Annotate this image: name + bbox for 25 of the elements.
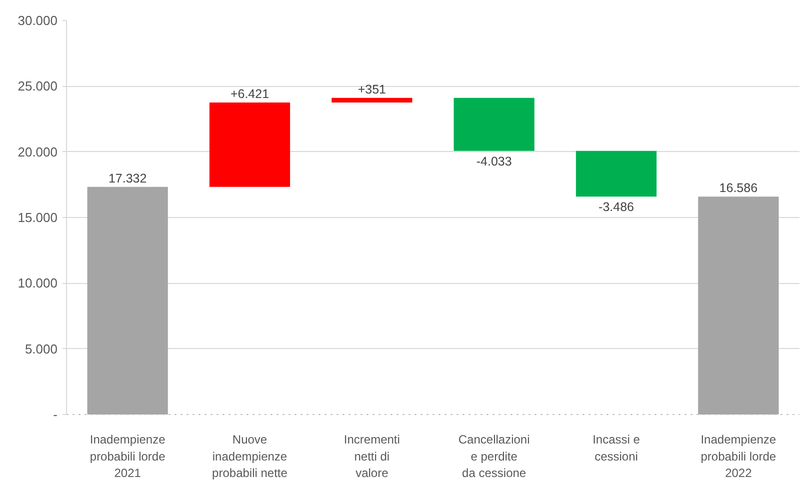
x-tick-label: Cancellazioni e perdite da cessione — [458, 432, 530, 480]
data-label: +351 — [358, 82, 386, 96]
data-label: -3.486 — [598, 200, 634, 214]
bar — [454, 98, 534, 151]
x-tick-label: Inadempienze probabili lorde 2022 — [700, 432, 776, 480]
y-tick-label: 5.000 — [24, 341, 58, 356]
y-tick-label: 10.000 — [18, 276, 58, 291]
x-tick-label: Incassi e cessioni — [592, 432, 640, 464]
bar — [698, 196, 779, 414]
bar — [576, 150, 657, 197]
x-tick-label: Inadempienze probabili lorde 2021 — [90, 432, 166, 480]
y-tick-label: 20.000 — [18, 144, 58, 160]
y-tick-label: 25.000 — [18, 78, 58, 94]
y-tick-label: 30.000 — [18, 13, 58, 28]
data-label: 17.332 — [108, 171, 147, 186]
bar — [87, 186, 168, 414]
y-tick-label: 15.000 — [18, 210, 58, 225]
x-tick-label: Incrementi netti di valore — [344, 432, 400, 480]
data-label: 16.586 — [719, 181, 758, 196]
bar — [209, 102, 290, 187]
y-tick-label: - — [53, 407, 58, 422]
data-label: +6.421 — [230, 87, 270, 102]
x-tick-label: Nuove inadempienze probabili nette — [212, 432, 288, 480]
bar — [332, 98, 412, 103]
data-label: -4.033 — [476, 154, 512, 168]
